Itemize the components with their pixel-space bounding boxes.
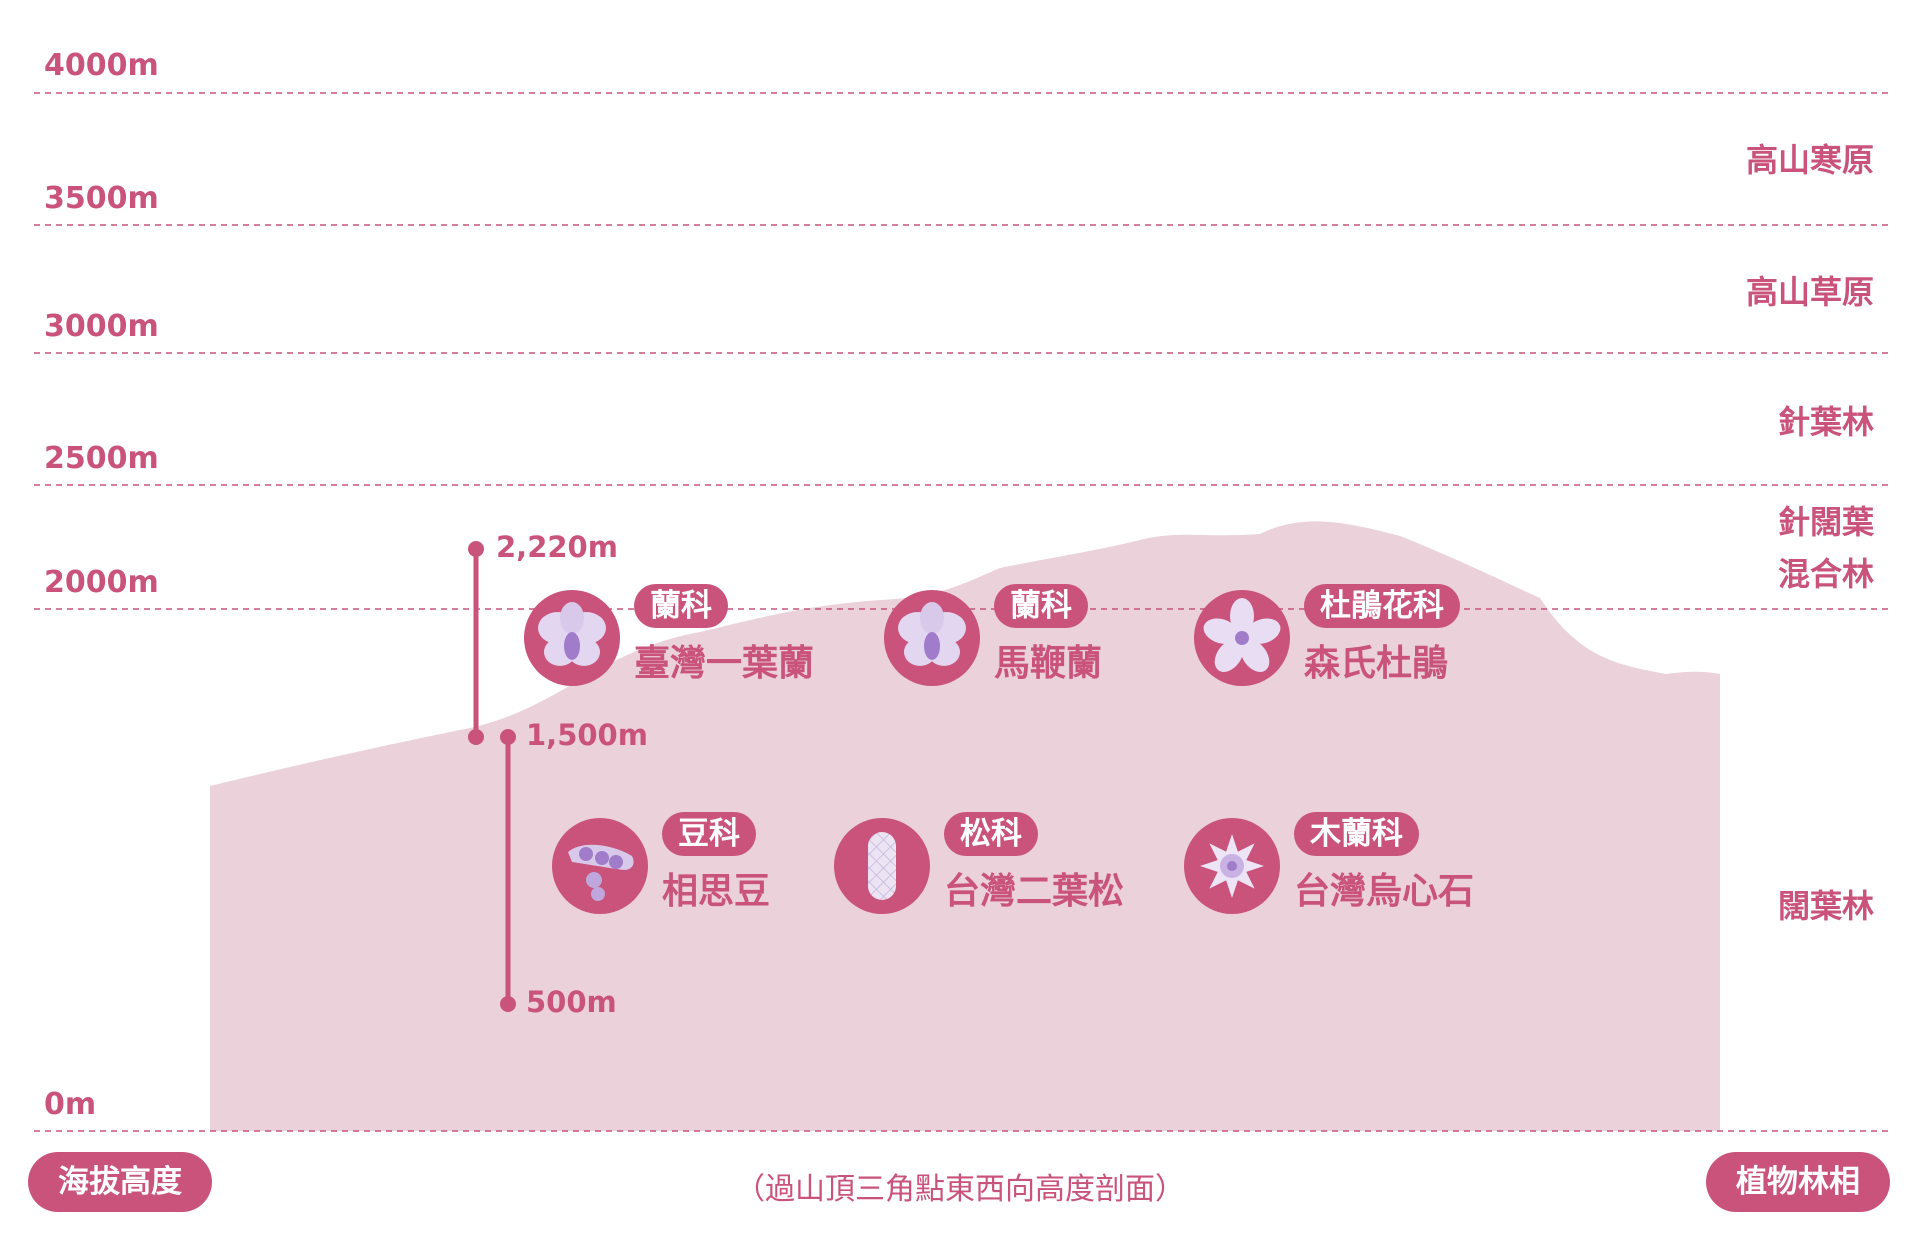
plant-species-name: 相思豆	[662, 871, 771, 912]
altitude-label-4000: 4000m	[44, 48, 159, 83]
plant-species-name: 台灣烏心石	[1294, 871, 1475, 912]
zone-coniferous: 針葉林	[1777, 403, 1874, 441]
altitude-label-2500: 2500m	[44, 441, 159, 476]
plant-family-badge: 松科	[944, 812, 1038, 856]
range-dot-1500b	[500, 729, 516, 745]
altitude-axis-pill: 海拔高度	[28, 1152, 212, 1212]
plant-family-badge: 杜鵑花科	[1304, 584, 1460, 628]
range-label-2220: 2,220m	[496, 530, 618, 564]
pine-cone-icon	[834, 818, 930, 914]
vegetation-axis-pill: 植物林相	[1706, 1152, 1890, 1212]
range-dot-1500a	[468, 729, 484, 745]
range-dot-500	[500, 996, 516, 1012]
range-label-1500: 1,500m	[526, 718, 648, 752]
altitude-label-3500: 3500m	[44, 181, 159, 216]
zone-mixed-line2: 混合林	[1777, 555, 1874, 593]
zone-mixed-line1: 針闊葉	[1777, 503, 1874, 541]
plant-family-badge: 木蘭科	[1294, 812, 1419, 856]
rhododendron-icon	[1194, 590, 1290, 686]
altitude-label-2000: 2000m	[44, 565, 159, 600]
zone-alpine-meadow: 高山草原	[1745, 273, 1874, 311]
zone-broadleaf: 闊葉林	[1777, 887, 1874, 925]
range-dot-2220	[468, 541, 484, 557]
plant-family-badge: 蘭科	[994, 584, 1088, 628]
range-bar-upper	[468, 541, 484, 745]
plant-species-name: 馬鞭蘭	[994, 643, 1103, 684]
orchid-icon	[884, 590, 980, 686]
plant-species-name: 臺灣一葉蘭	[634, 643, 815, 684]
range-label-500: 500m	[526, 985, 617, 1019]
altitude-label-3000: 3000m	[44, 309, 159, 344]
zone-alpine-tundra: 高山寒原	[1745, 141, 1874, 179]
orchid-icon	[524, 590, 620, 686]
plant-family-badge: 蘭科	[634, 584, 728, 628]
plant-family-badge: 豆科	[662, 812, 756, 856]
bean-pod-icon	[552, 818, 648, 914]
plant-species-name: 森氏杜鵑	[1304, 643, 1449, 684]
magnolia-icon	[1184, 818, 1280, 914]
plant-species-name: 台灣二葉松	[944, 871, 1125, 912]
range-bar-lower	[500, 729, 516, 1012]
profile-caption: （過山頂三角點東西向高度剖面）	[735, 1172, 1185, 1207]
altitude-label-0: 0m	[44, 1087, 97, 1122]
